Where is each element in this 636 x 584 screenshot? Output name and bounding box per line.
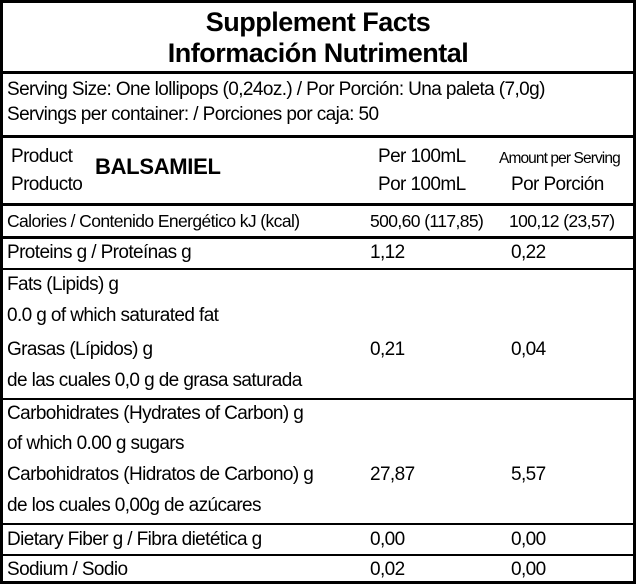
carbs-line4: de los cuales 0,00g de azúcares [7, 495, 262, 516]
carbs-line3: Carbohidratos (Hidratos de Carbono) g [7, 464, 314, 485]
col-per100-en: Per 100mL [378, 146, 466, 167]
calories-label: Calories / Contenido Energético kJ (kcal… [7, 211, 300, 231]
fats-serving: 0,04 [511, 339, 546, 360]
sodium-serving: 0,00 [511, 559, 546, 580]
fats-line3: Grasas (Lípidos) g [7, 339, 153, 360]
col-serving-en: Amount per Serving [499, 150, 621, 167]
divider [3, 203, 633, 206]
divider [3, 236, 633, 239]
divider [3, 523, 633, 525]
proteins-label: Proteins g / Proteínas g [7, 242, 192, 263]
sodium-per100: 0,02 [370, 559, 405, 580]
title-english: Supplement Facts [205, 7, 431, 37]
fats-line2: 0.0 g of which saturated fat [7, 305, 219, 326]
sodium-label: Sodium / Sodio [7, 559, 128, 580]
carbs-per100: 27,87 [370, 464, 415, 485]
fats-per100: 0,21 [370, 339, 405, 360]
carbs-line1: Carbohidrates (Hydrates of Carbon) g [7, 403, 304, 424]
proteins-per100: 1,12 [370, 242, 405, 263]
title-spanish: Información Nutrimental [167, 38, 469, 68]
col-serving-es: Por Porción [511, 174, 604, 195]
divider [3, 135, 633, 138]
divider [3, 398, 633, 400]
fiber-serving: 0,00 [511, 529, 546, 550]
divider [3, 554, 633, 556]
proteins-serving: 0,22 [511, 242, 546, 263]
divider [3, 268, 633, 270]
calories-serving: 100,12 (23,57) [509, 211, 615, 231]
carbs-line2: of which 0.00 g sugars [7, 433, 185, 454]
col-per100-es: Por 100mL [378, 174, 466, 195]
calories-per100: 500,60 (117,85) [370, 211, 484, 231]
product-label-es: Producto [11, 174, 83, 195]
divider [3, 71, 633, 74]
product-name: BALSAMIEL [95, 154, 221, 179]
product-label-en: Product [11, 146, 73, 167]
fats-line4: de las cuales 0,0 g de grasa saturada [7, 370, 302, 391]
fiber-per100: 0,00 [370, 529, 405, 550]
fiber-label: Dietary Fiber g / Fibra dietética g [7, 529, 262, 550]
carbs-serving: 5,57 [511, 464, 546, 485]
serving-size: Serving Size: One lollipops (0,24oz.) / … [7, 79, 545, 100]
servings-per-container: Servings per container: / Porciones por … [7, 104, 379, 125]
fats-line1: Fats (Lipids) g [7, 274, 119, 295]
